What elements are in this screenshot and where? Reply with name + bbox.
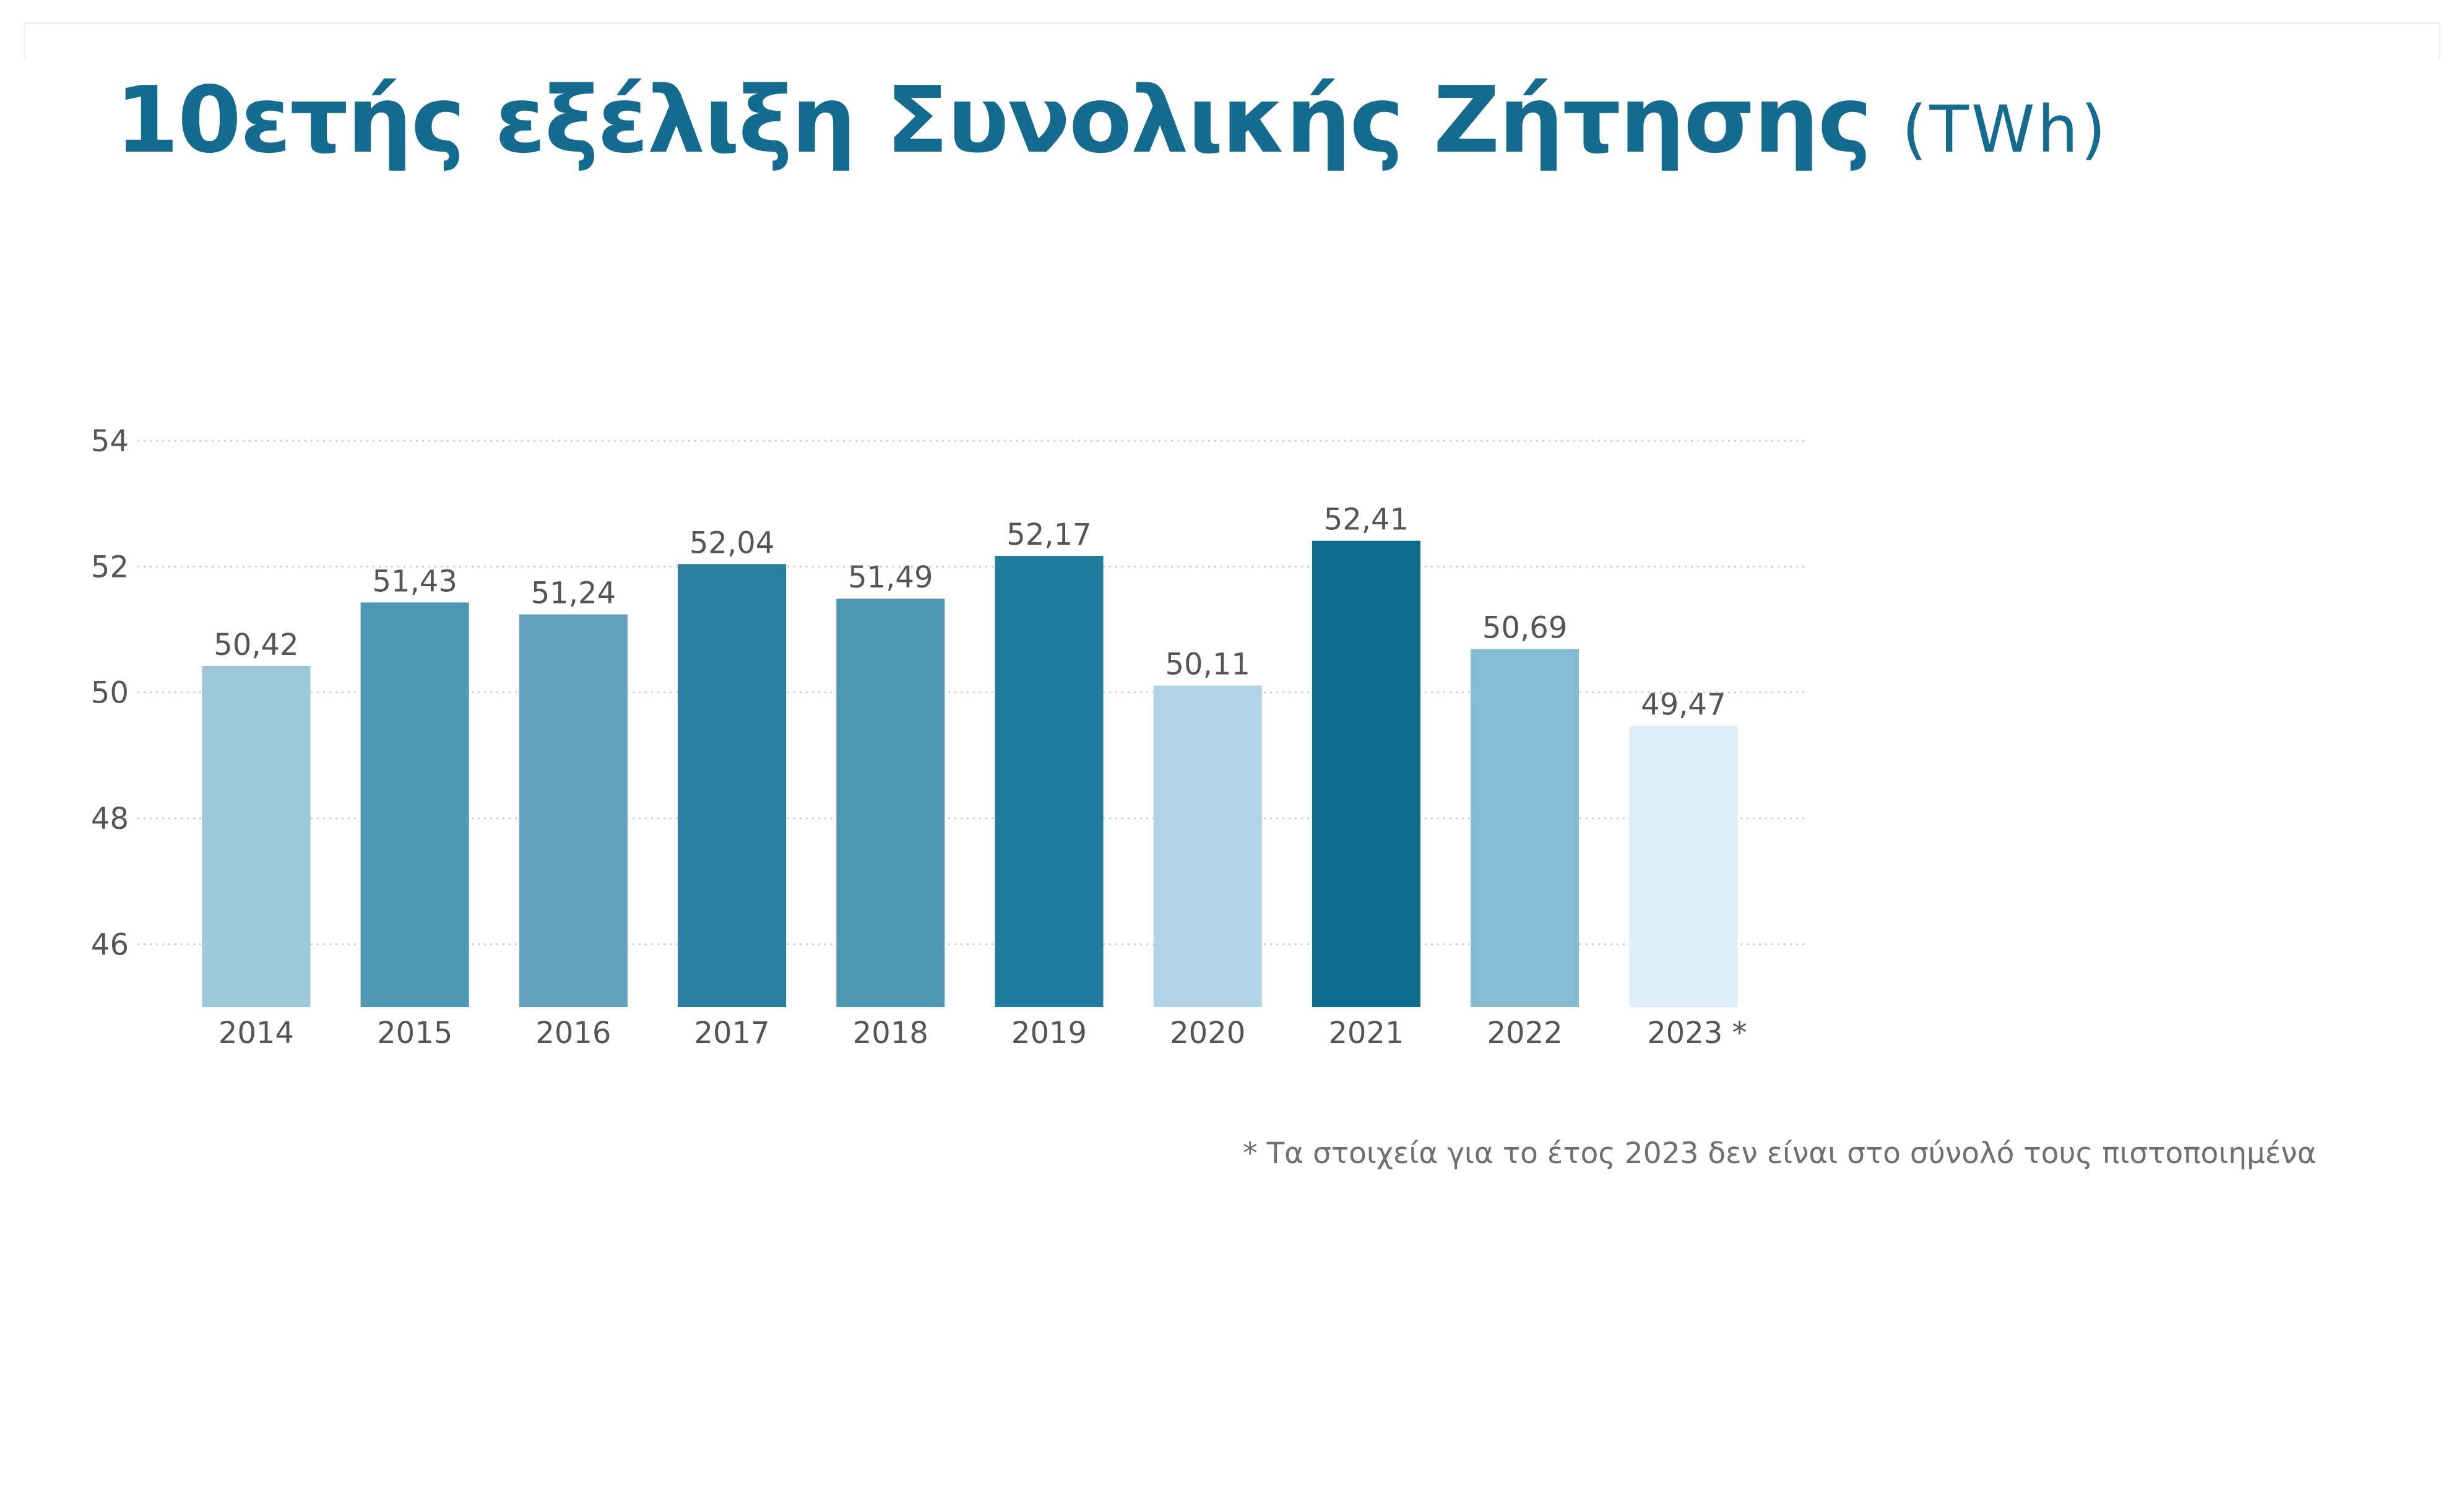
footnote: * Τα στοιχεία για το έτος 2023 δεν είναι… (1243, 1136, 2317, 1171)
x-tick-label: 2021 (1328, 1016, 1404, 1050)
x-tick-label: 2023 * (1647, 1016, 1747, 1050)
bar-2018 (836, 599, 945, 1007)
y-tick-label: 54 (91, 424, 129, 459)
data-label: 50,42 (214, 628, 298, 662)
data-label: 52,04 (689, 526, 774, 560)
bar-2019 (995, 556, 1104, 1007)
data-label: 51,24 (531, 576, 616, 611)
bar-2015 (360, 602, 469, 1007)
y-tick-label: 50 (91, 676, 129, 711)
left-border (24, 22, 25, 59)
data-label: 52,41 (1324, 503, 1409, 537)
bar-2021 (1312, 540, 1420, 1007)
bar-2023 (1629, 725, 1738, 1007)
x-tick-label: 2016 (535, 1016, 611, 1050)
y-tick-label: 48 (91, 802, 129, 836)
x-tick-label: 2015 (377, 1016, 452, 1050)
y-tick-label: 46 (91, 927, 129, 962)
bar-2014 (202, 665, 311, 1007)
bars (202, 540, 1738, 1007)
right-border (2439, 22, 2440, 59)
data-label: 52,17 (1006, 517, 1091, 552)
x-tick-label: 2014 (218, 1016, 294, 1050)
y-axis-tick-labels: 46 48 50 52 54 (91, 424, 129, 962)
data-label: 51,49 (848, 560, 933, 595)
top-border (24, 22, 2440, 24)
x-tick-label: 2020 (1170, 1016, 1245, 1050)
x-tick-label: 2017 (694, 1016, 770, 1050)
data-label: 51,43 (372, 564, 457, 599)
x-tick-label: 2018 (853, 1016, 928, 1050)
bar-2020 (1153, 685, 1262, 1007)
data-labels: 50,42 51,43 51,24 52,04 51,49 52,17 50,11 52,41… (214, 503, 1726, 722)
bar-2016 (519, 614, 628, 1007)
y-tick-label: 52 (91, 550, 129, 584)
x-tick-label: 2019 (1011, 1016, 1087, 1050)
chart-title: 10ετής εξέλιξη Συνολικής Ζήτησης (TWh) (115, 74, 2108, 166)
data-label: 49,47 (1641, 688, 1726, 722)
x-tick-label: 2022 (1487, 1016, 1563, 1050)
data-label: 50,69 (1482, 611, 1567, 646)
bar-2017 (678, 564, 787, 1007)
data-label: 50,11 (1165, 647, 1250, 682)
bar-2022 (1471, 649, 1580, 1007)
x-axis-tick-labels: 2014 2015 2016 2017 2018 2019 2020 2021 2022 2023… (218, 1016, 1747, 1050)
chart-title-unit: (TWh) (1901, 92, 2109, 167)
chart-title-text: 10ετής εξέλιξη Συνολικής Ζήτησης (115, 67, 1872, 173)
